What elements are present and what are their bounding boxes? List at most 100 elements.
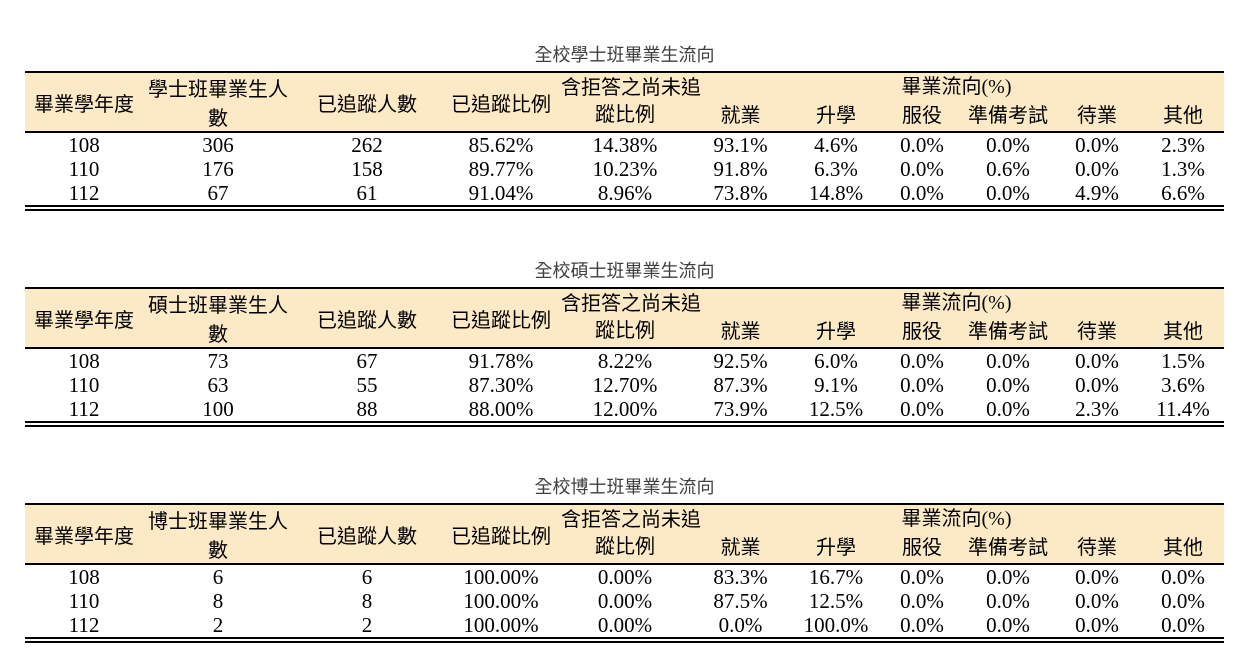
cell-further-study: 12.5% — [808, 589, 864, 613]
cell-graduate-count: 6 — [143, 563, 293, 589]
col-header-employment: 就業 — [689, 318, 792, 348]
cell-exam-prep: 0.0% — [986, 181, 1030, 205]
cell-military-service: 0.0% — [900, 613, 944, 637]
cell-other: 0.0% — [1142, 563, 1225, 589]
cell-tracked-ratio: 89.77% — [468, 157, 534, 181]
table-row: 112 100 88 88.00% 12.00% 73.9% 12.5% 0.0… — [25, 397, 1224, 424]
cell-tracked-count: 6 — [293, 563, 441, 589]
col-header-tracked-ratio: 已追蹤比例 — [441, 72, 561, 132]
cell-waiting-employment: 0.0% — [1075, 373, 1119, 397]
master-table-header: 畢業學年度 碩士班畢業生人數 已追蹤人數 已追蹤比例 含拒答之尚未追 蹤比例 畢… — [25, 288, 1225, 348]
col-header-military-service: 服役 — [880, 318, 964, 348]
cell-academic-year: 108 — [25, 563, 143, 589]
cell-further-study: 9.1% — [814, 373, 858, 397]
cell-military-service: 0.0% — [900, 181, 944, 205]
cell-further-study: 4.6% — [792, 131, 880, 157]
cell-tracked-ratio: 91.78% — [441, 347, 561, 373]
col-header-exam-prep: 準備考試 — [964, 534, 1052, 564]
cell-waiting-employment: 0.0% — [1052, 563, 1142, 589]
col-header-military-service: 服役 — [880, 102, 964, 132]
cell-military-service: 0.0% — [880, 347, 964, 373]
master-table-title: 全校碩士班畢業生流向 — [534, 261, 715, 281]
section-gap — [0, 211, 1250, 258]
cell-graduate-count: 306 — [143, 131, 293, 157]
cell-waiting-employment: 2.3% — [1075, 397, 1119, 421]
section-gap — [0, 427, 1250, 474]
cell-military-service: 0.0% — [900, 589, 944, 613]
cell-waiting-employment: 0.0% — [1075, 157, 1119, 181]
cell-military-service: 0.0% — [880, 563, 964, 589]
bachelor-table-title: 全校學士班畢業生流向 — [534, 45, 715, 65]
col-header-further-study: 升學 — [792, 318, 880, 348]
col-header-waiting-employment: 待業 — [1052, 102, 1142, 132]
doctoral-table-header: 畢業學年度 博士班畢業生人數 已追蹤人數 已追蹤比例 含拒答之尚未追 蹤比例 畢… — [25, 504, 1225, 564]
col-header-tracked-count: 已追蹤人數 — [293, 72, 441, 132]
cell-graduate-count: 67 — [207, 181, 229, 205]
cell-other: 0.0% — [1161, 589, 1205, 613]
cell-tracked-count: 88 — [356, 397, 378, 421]
untracked-ratio-line2: 蹤比例 — [595, 104, 655, 126]
cell-other: 6.6% — [1161, 181, 1205, 205]
cell-graduate-count: 100 — [202, 397, 234, 421]
cell-other: 11.4% — [1156, 397, 1210, 421]
cell-military-service: 0.0% — [900, 157, 944, 181]
cell-further-study: 100.0% — [803, 613, 869, 637]
cell-academic-year: 112 — [68, 613, 100, 637]
cell-other: 1.5% — [1142, 347, 1225, 373]
untracked-ratio-line2: 蹤比例 — [595, 320, 655, 342]
col-header-employment: 就業 — [689, 102, 792, 132]
cell-graduate-count: 63 — [207, 373, 229, 397]
cell-employment: 0.0% — [718, 613, 763, 637]
cell-academic-year: 112 — [68, 397, 100, 421]
table-row: 108 6 6 100.00% 0.00% 83.3% 16.7% 0.0% 0… — [25, 563, 1225, 589]
cell-tracked-ratio: 87.30% — [468, 373, 534, 397]
cell-waiting-employment: 0.0% — [1052, 347, 1142, 373]
bachelor-table-header: 畢業學年度 學士班畢業生人數 已追蹤人數 已追蹤比例 含拒答之尚未追 蹤比例 畢… — [25, 72, 1225, 132]
untracked-ratio-line2: 蹤比例 — [595, 536, 655, 558]
table-row: 112 67 61 91.04% 8.96% 73.8% 14.8% 0.0% … — [25, 181, 1224, 208]
cell-further-study: 14.8% — [808, 181, 864, 205]
table-row: 108 306 262 85.62% 14.38% 93.1% 4.6% 0.0… — [25, 131, 1225, 157]
cell-tracked-ratio: 100.00% — [463, 589, 539, 613]
cell-exam-prep: 0.0% — [964, 563, 1052, 589]
cell-waiting-employment: 0.0% — [1052, 131, 1142, 157]
table-row: 110 63 55 87.30% 12.70% 87.3% 9.1% 0.0% … — [25, 373, 1224, 397]
cell-employment: 93.1% — [689, 131, 792, 157]
col-header-tracked-ratio: 已追蹤比例 — [441, 504, 561, 564]
cell-untracked-ratio: 0.00% — [597, 589, 653, 613]
cell-tracked-count: 2 — [361, 613, 373, 637]
cell-military-service: 0.0% — [900, 373, 944, 397]
cell-untracked-ratio: 0.00% — [597, 613, 653, 637]
bachelor-section: 全校學士班畢業生流向 畢業學年度 學士班畢業生人數 已追蹤人數 已追蹤比例 含拒… — [25, 42, 1225, 211]
cell-other: 0.0% — [1161, 613, 1205, 637]
top-margin — [0, 0, 1250, 42]
cell-further-study: 6.3% — [814, 157, 858, 181]
col-header-graduate-count: 碩士班畢業生人數 — [143, 288, 293, 348]
cell-academic-year: 108 — [25, 131, 143, 157]
col-header-waiting-employment: 待業 — [1052, 318, 1142, 348]
group-header-flow: 畢業流向(%) — [689, 72, 1225, 102]
col-header-exam-prep: 準備考試 — [964, 102, 1052, 132]
cell-tracked-count: 61 — [356, 181, 378, 205]
cell-exam-prep: 0.0% — [964, 347, 1052, 373]
cell-academic-year: 110 — [68, 589, 100, 613]
cell-tracked-count: 158 — [351, 157, 383, 181]
cell-tracked-ratio: 91.04% — [468, 181, 534, 205]
col-header-tracked-count: 已追蹤人數 — [293, 504, 441, 564]
cell-employment: 87.5% — [713, 589, 768, 613]
cell-exam-prep: 0.6% — [986, 157, 1030, 181]
cell-other: 2.3% — [1142, 131, 1225, 157]
cell-tracked-count: 67 — [293, 347, 441, 373]
col-header-exam-prep: 準備考試 — [964, 318, 1052, 348]
cell-tracked-count: 8 — [361, 589, 373, 613]
cell-exam-prep: 0.0% — [986, 589, 1030, 613]
cell-tracked-ratio: 100.00% — [441, 563, 561, 589]
table-row: 112 2 2 100.00% 0.00% 0.0% 100.0% 0.0% 0… — [25, 613, 1224, 640]
doctoral-flow-table: 畢業學年度 博士班畢業生人數 已追蹤人數 已追蹤比例 含拒答之尚未追 蹤比例 畢… — [25, 503, 1225, 643]
col-header-untracked-ratio: 含拒答之尚未追 蹤比例 — [561, 288, 701, 348]
cell-graduate-count: 2 — [212, 613, 224, 637]
cell-tracked-count: 262 — [293, 131, 441, 157]
cell-untracked-ratio: 12.70% — [592, 373, 658, 397]
cell-academic-year: 110 — [68, 157, 100, 181]
table-row: 110 8 8 100.00% 0.00% 87.5% 12.5% 0.0% 0… — [25, 589, 1224, 613]
